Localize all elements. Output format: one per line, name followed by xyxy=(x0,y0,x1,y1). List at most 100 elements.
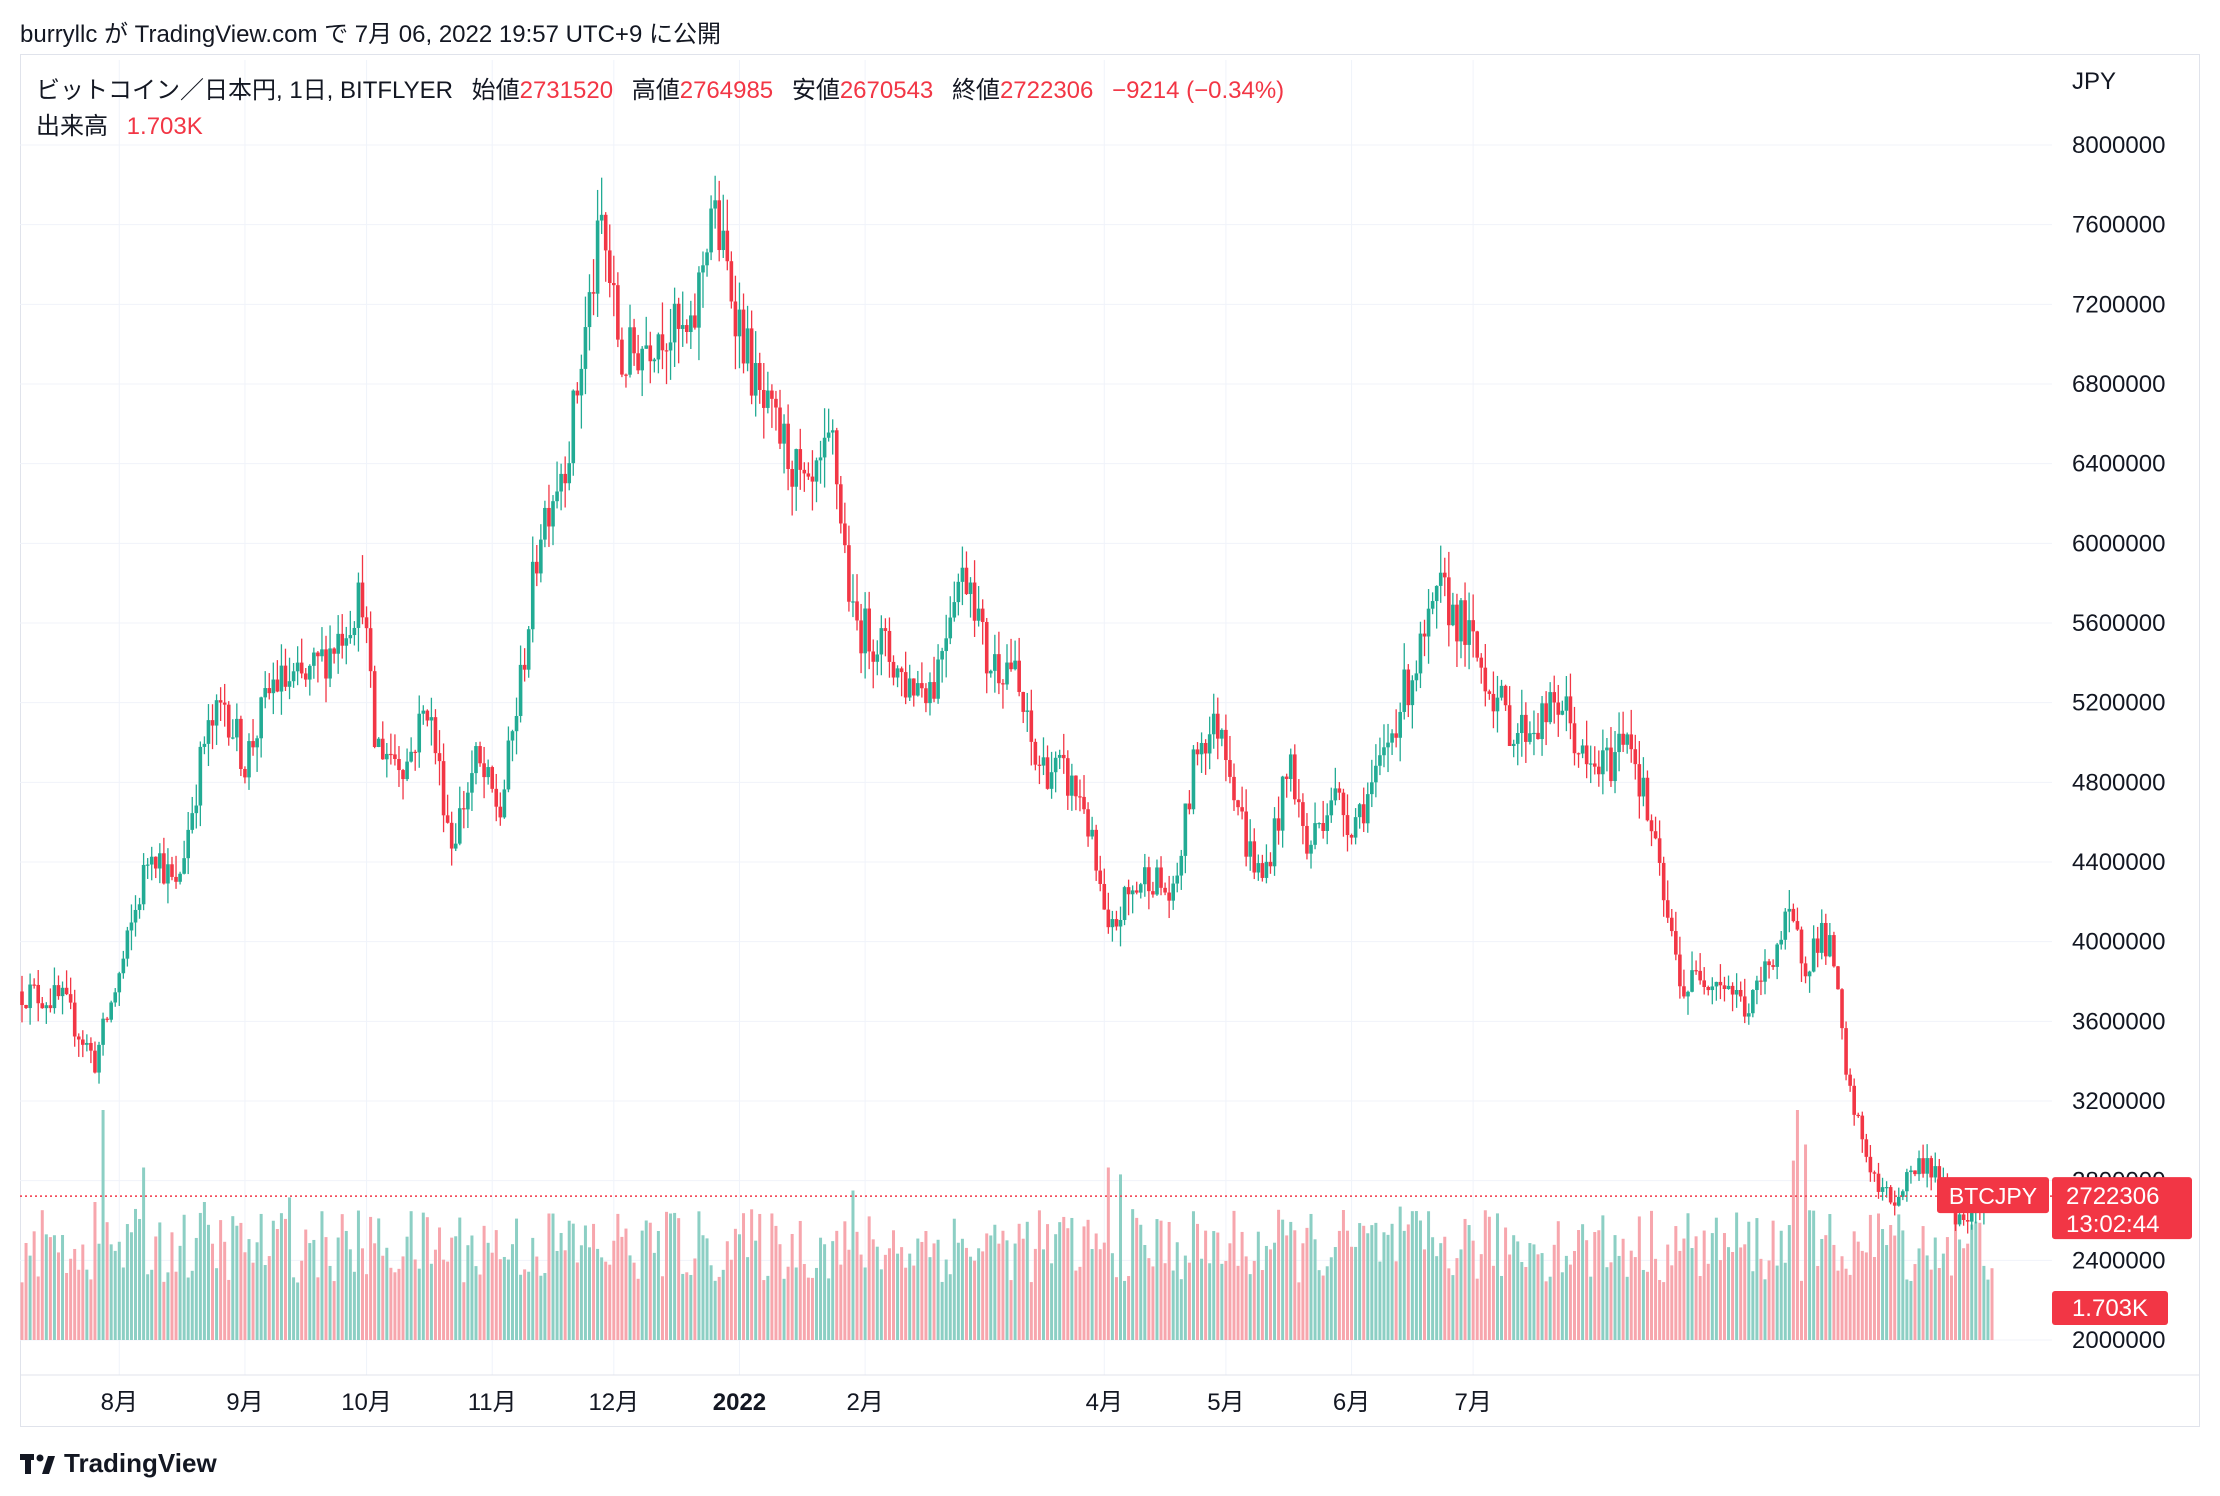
volume-bar xyxy=(263,1265,267,1340)
volume-bar xyxy=(275,1229,279,1340)
x-tick-label: 2月 xyxy=(846,1389,883,1416)
volume-bar xyxy=(1491,1265,1495,1340)
candle-body xyxy=(1532,732,1536,735)
volume-bar xyxy=(1017,1223,1021,1340)
volume-bar xyxy=(138,1218,142,1340)
volume-bar xyxy=(1046,1224,1050,1340)
candle-body xyxy=(1361,804,1366,824)
candle-body xyxy=(1386,742,1390,748)
candle-body xyxy=(1410,680,1415,706)
candle-body xyxy=(405,761,409,780)
candle-body xyxy=(48,1005,53,1009)
candle-body xyxy=(660,334,665,351)
candle-body xyxy=(1078,796,1082,798)
candle-body xyxy=(1564,696,1569,711)
volume-bar xyxy=(1350,1246,1354,1340)
candle-body xyxy=(1106,909,1111,928)
candle-body xyxy=(988,670,993,674)
candle-body xyxy=(380,738,385,760)
candle-body xyxy=(1272,818,1277,867)
candle-body xyxy=(32,984,36,986)
candle-body xyxy=(1215,713,1220,739)
candle-body xyxy=(834,430,839,485)
candle-body xyxy=(1329,800,1334,816)
volume-bar xyxy=(883,1254,887,1340)
candle-body xyxy=(1953,1203,1958,1225)
candle-body xyxy=(1637,764,1642,797)
candle-body xyxy=(855,601,859,621)
volume-bar xyxy=(1402,1230,1406,1340)
candle-body xyxy=(1726,985,1731,990)
volume-bar xyxy=(1682,1238,1686,1340)
candle-body xyxy=(1775,944,1779,967)
candle-body xyxy=(1580,745,1585,754)
candle-body xyxy=(607,250,612,284)
volume-bar xyxy=(1577,1230,1581,1340)
volume-bar xyxy=(385,1247,389,1340)
volume-bar xyxy=(1763,1279,1767,1340)
volume-bar xyxy=(1877,1213,1881,1340)
candle-body xyxy=(158,853,162,869)
candle-body xyxy=(814,460,819,482)
volume-bar xyxy=(944,1259,948,1340)
volume-bar xyxy=(539,1275,543,1340)
volume-label[interactable]: 出来高 xyxy=(36,113,108,140)
volume-bar xyxy=(1309,1213,1313,1340)
candle-body xyxy=(247,741,251,778)
volume-bar xyxy=(154,1236,158,1340)
candle-body xyxy=(1682,986,1686,997)
candle-body xyxy=(1556,702,1561,715)
candle-body xyxy=(1763,961,1767,982)
candle-body xyxy=(1442,572,1447,578)
candle-body xyxy=(1868,1156,1873,1173)
candle-body xyxy=(822,437,827,458)
volume-bar xyxy=(429,1263,433,1340)
volume-bar xyxy=(1775,1265,1779,1340)
volume-bar xyxy=(81,1244,85,1340)
candle-body xyxy=(291,671,296,682)
volume-bar xyxy=(40,1210,44,1340)
footer-brand[interactable]: TradingView xyxy=(20,1448,217,1479)
volume-bar xyxy=(202,1202,206,1340)
volume-bar xyxy=(462,1282,466,1340)
candle-body xyxy=(1929,1158,1933,1178)
candle-body xyxy=(1540,703,1544,740)
volume-bar xyxy=(1937,1268,1941,1340)
candle-body xyxy=(847,545,851,602)
candle-body xyxy=(1710,986,1715,991)
candle-body xyxy=(567,463,572,484)
volume-bar xyxy=(948,1274,952,1340)
volume-bar xyxy=(1228,1243,1232,1340)
volume-bar xyxy=(1321,1275,1325,1340)
candle-body xyxy=(1240,807,1244,812)
volume-bar xyxy=(547,1213,551,1340)
volume-bar xyxy=(1990,1268,1994,1340)
candle-body xyxy=(1305,825,1309,854)
volume-bar xyxy=(158,1222,162,1340)
symbol-label[interactable]: ビットコイン／日本円, 1日, BITFLYER xyxy=(36,77,453,104)
candle-body xyxy=(1751,990,1755,1014)
candle-body xyxy=(255,738,259,748)
candle-body xyxy=(218,700,223,703)
candle-body xyxy=(1025,710,1030,712)
candle-body xyxy=(534,561,539,574)
candle-body xyxy=(1803,963,1808,977)
candle-body xyxy=(1114,919,1119,927)
candle-body xyxy=(1661,862,1666,901)
candle-body xyxy=(1507,705,1512,746)
volume-bar xyxy=(742,1213,746,1340)
volume-bar xyxy=(211,1243,215,1340)
volume-bar xyxy=(1621,1238,1625,1340)
candle-body xyxy=(583,327,588,369)
volume-bar xyxy=(932,1243,936,1340)
candle-body xyxy=(810,476,815,482)
volume-bar xyxy=(551,1213,555,1340)
candle-body xyxy=(1175,875,1180,884)
candle-body xyxy=(1207,734,1212,754)
volume-bar xyxy=(681,1273,685,1340)
candle-body xyxy=(72,1002,77,1037)
candle-body xyxy=(530,561,535,630)
volume-bar xyxy=(1459,1249,1463,1340)
candle-body xyxy=(887,630,892,662)
